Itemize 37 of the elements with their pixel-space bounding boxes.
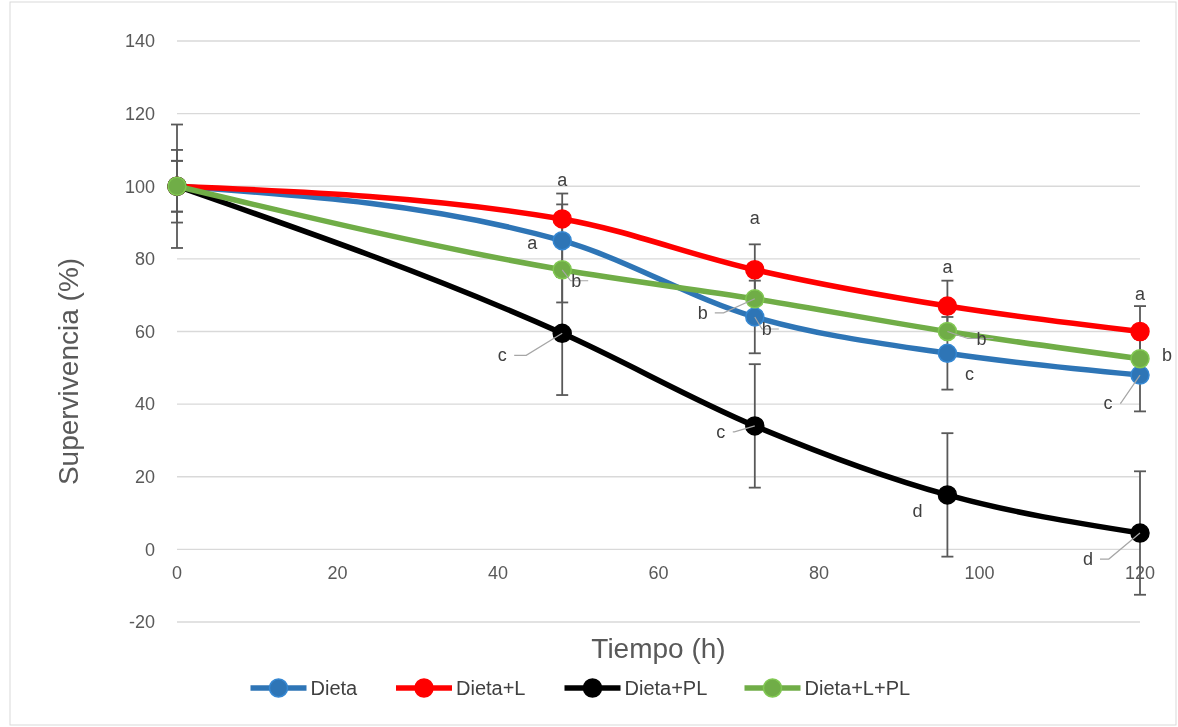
annotation: b [1161,344,1173,365]
y-tick-label: -20 [128,612,155,633]
y-tick-label: 60 [134,321,155,342]
annotation: b [976,328,987,349]
x-axis-title: Tiempo (h) [591,633,726,664]
y-tick-label: 40 [134,394,155,415]
legend-label: Dieta [310,677,359,699]
y-tick-label: 100 [124,176,155,197]
annotation: a [557,169,569,190]
x-tick-label: 80 [808,563,830,584]
annotation: a [527,232,539,253]
annotation: b [761,318,772,339]
annotation: b [697,302,708,323]
y-tick-label: 20 [134,467,155,488]
annotation: a [942,257,954,278]
x-tick-label: 40 [487,563,509,584]
annotation: a [749,207,761,228]
legend-label: Dieta+L+PL [804,677,911,699]
annotation: a [1134,283,1146,304]
y-tick-label: 0 [144,539,155,560]
x-tick-label: 20 [327,563,348,584]
x-tick-label: 0 [171,563,183,584]
annotation: c [497,345,507,366]
x-tick-label: 100 [964,563,995,584]
annotation: b [571,270,582,291]
y-axis-title: Supervivencia (%) [53,257,84,486]
annotation: c [1103,393,1113,414]
annotation: c [964,364,974,385]
annotation: d [912,500,923,521]
legend-label: Dieta+L [456,677,526,699]
y-tick-label: 140 [124,31,155,52]
annotation: d [1082,549,1094,570]
y-tick-label: 120 [124,103,155,124]
x-tick-label: 60 [648,563,669,584]
annotation: c [716,421,726,442]
legend-label: Dieta+PL [624,677,708,699]
y-tick-label: 80 [134,249,155,270]
